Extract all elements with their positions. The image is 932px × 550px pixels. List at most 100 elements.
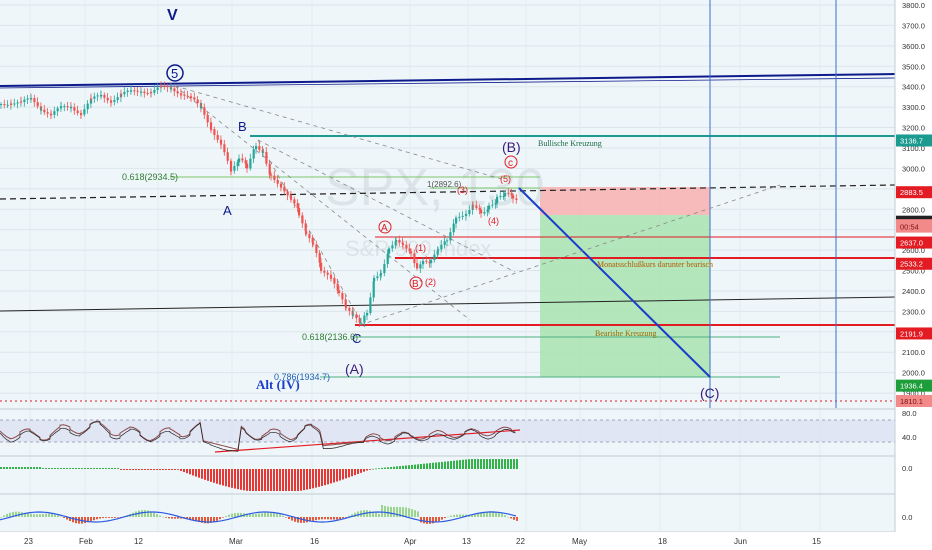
candle [53, 106, 56, 119]
candle [312, 237, 315, 247]
macd-bar [144, 510, 146, 517]
candle [255, 142, 258, 154]
osc-bar [150, 469, 152, 470]
candle [233, 161, 236, 174]
rsi-trendline [214, 429, 521, 453]
osc-bar [486, 459, 488, 469]
risk-zone [540, 187, 710, 215]
macd-bar [108, 517, 110, 518]
macd-bar [246, 513, 248, 517]
macd-bar [48, 513, 50, 517]
osc-bar [474, 459, 476, 469]
trendline-top[interactable] [0, 73, 896, 87]
trendline-top-thin[interactable] [0, 77, 896, 89]
candle [6, 100, 9, 109]
candles [0, 81, 518, 328]
macd-bar [147, 510, 149, 517]
osc-bar [0, 467, 2, 469]
osc-bar [12, 467, 14, 469]
candle [422, 257, 425, 269]
osc-bar [516, 459, 518, 469]
dashed-2883[interactable] [0, 184, 896, 200]
wave-b-paren-label: (B) [502, 139, 521, 155]
osc-bar [192, 469, 194, 476]
candle [305, 226, 308, 237]
macd-bar [345, 517, 347, 518]
osc-bar [66, 468, 68, 469]
candle [83, 104, 86, 117]
time-tick: 15 [812, 537, 821, 546]
projection-line[interactable] [518, 187, 711, 378]
osc-bar [3, 467, 5, 469]
candle [163, 81, 166, 90]
osc-bar [342, 469, 344, 480]
candle [170, 83, 173, 93]
macd-bar [249, 513, 251, 517]
osc-bar [87, 468, 89, 469]
macd-bar [45, 513, 47, 517]
osc-bar [114, 468, 116, 469]
price-tick: 2000.0 [902, 369, 925, 378]
candle [26, 94, 29, 105]
support-long[interactable] [0, 296, 896, 312]
price-tick: 1900.0 [902, 389, 925, 398]
osc-bar [126, 469, 128, 470]
histogram-pane[interactable] [0, 455, 932, 491]
macd-pane[interactable] [0, 493, 932, 524]
osc-bar [330, 469, 332, 484]
macd-bar [291, 517, 293, 521]
candle [488, 202, 491, 215]
macd-bar [285, 517, 287, 518]
macd-bar [219, 517, 221, 520]
candle [468, 205, 471, 217]
macd-bar [252, 514, 254, 517]
price-tick: 2400.0 [902, 287, 925, 296]
price-tick: 3000.0 [902, 164, 925, 173]
price-tick: 2300.0 [902, 307, 925, 316]
candle [502, 191, 505, 200]
macd-bar [504, 515, 506, 517]
osc-bar [360, 469, 362, 473]
osc-bar [354, 469, 356, 476]
macd-bar [318, 517, 320, 520]
candle [480, 206, 483, 218]
candle [395, 237, 398, 247]
candle [461, 211, 464, 220]
time-tick: 23 [24, 537, 33, 546]
macd-bar [378, 513, 380, 517]
candle [308, 230, 311, 243]
time-tick: 13 [462, 537, 471, 546]
rsi-pane[interactable] [0, 408, 932, 453]
macd-line [0, 511, 517, 523]
candle [315, 240, 318, 258]
osc-bar [210, 469, 212, 482]
symbol-watermark: SPX, 130 S&P 500 Index [325, 159, 545, 261]
candle [166, 83, 169, 93]
osc-bar [204, 469, 206, 480]
time-axis[interactable]: 23 Feb 12 Mar 16 Apr 13 22 May 18 Jun 15 [0, 532, 932, 550]
macd-bar [474, 514, 476, 517]
osc-bar [240, 469, 242, 490]
candle [366, 309, 369, 321]
macd-bar [141, 510, 143, 517]
macd-bar [165, 517, 167, 518]
macd-bar [75, 517, 77, 524]
candle [80, 110, 83, 119]
candle [63, 103, 66, 112]
macd-bar [24, 512, 26, 517]
osc-bar [450, 461, 452, 469]
candle [153, 85, 156, 96]
osc-bar [51, 468, 53, 469]
candle [293, 196, 296, 209]
candle [320, 257, 323, 274]
price-axis[interactable]: 3800.0 3700.0 3600.0 3500.0 3400.0 3300.0 3200… [894, 0, 932, 532]
macd-bar [387, 506, 389, 517]
macd-bar [441, 517, 443, 520]
osc-bar [84, 468, 86, 469]
osc-bar [408, 465, 410, 469]
wave-c-circle [504, 155, 518, 169]
candle [70, 104, 73, 113]
candle [510, 188, 513, 199]
